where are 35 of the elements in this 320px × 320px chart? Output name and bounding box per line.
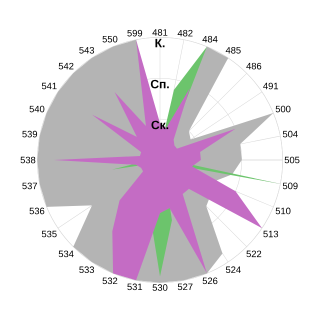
y-tick-label: Сп. — [150, 80, 169, 88]
spoke-label: 550 — [102, 36, 118, 42]
spoke-label: 526 — [202, 278, 218, 284]
spoke-label: 504 — [282, 130, 298, 138]
spoke-label: 485 — [226, 46, 241, 54]
spoke-label: 538 — [20, 156, 36, 164]
y-tick-label: К. — [155, 38, 164, 48]
spoke-label: 530 — [152, 284, 168, 291]
spoke-label: 599 — [127, 30, 142, 36]
spoke-label: 541 — [42, 82, 57, 90]
spoke-label: 542 — [58, 62, 74, 70]
spoke-label: 536 — [30, 208, 44, 214]
spoke-label: 543 — [79, 46, 94, 54]
spoke-label: 533 — [79, 266, 94, 274]
spoke-label: 539 — [22, 130, 38, 138]
spoke-label: 534 — [58, 250, 74, 258]
spoke-label: 531 — [127, 284, 142, 290]
spoke-label: 522 — [246, 250, 262, 258]
spoke-label: 532 — [102, 278, 118, 284]
spoke-label: 540 — [30, 106, 44, 112]
spoke-label: 537 — [22, 182, 38, 190]
spoke-label: 491 — [263, 82, 278, 90]
y-tick-label: Ск. — [152, 120, 168, 130]
spoke-label: 527 — [178, 284, 193, 290]
spoke-label: 524 — [226, 266, 241, 274]
spoke-label: 484 — [202, 36, 218, 42]
spoke-label: 535 — [42, 230, 57, 238]
spoke-label: 482 — [178, 30, 193, 36]
spoke-label: 500 — [276, 106, 290, 112]
spoke-label: 505 — [284, 156, 300, 164]
spoke-label: 481 — [152, 29, 168, 36]
spoke-label: 509 — [282, 182, 298, 190]
spoke-label: 513 — [263, 230, 278, 238]
spoke-label: 486 — [246, 62, 262, 70]
spoke-label: 510 — [276, 208, 290, 214]
